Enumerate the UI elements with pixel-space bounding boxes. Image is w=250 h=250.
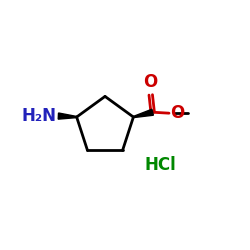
Polygon shape <box>58 113 77 119</box>
Text: HCl: HCl <box>145 156 177 174</box>
Text: O: O <box>144 73 158 91</box>
Polygon shape <box>133 109 154 118</box>
Text: H₂N: H₂N <box>21 107 56 125</box>
Text: O: O <box>170 104 185 122</box>
